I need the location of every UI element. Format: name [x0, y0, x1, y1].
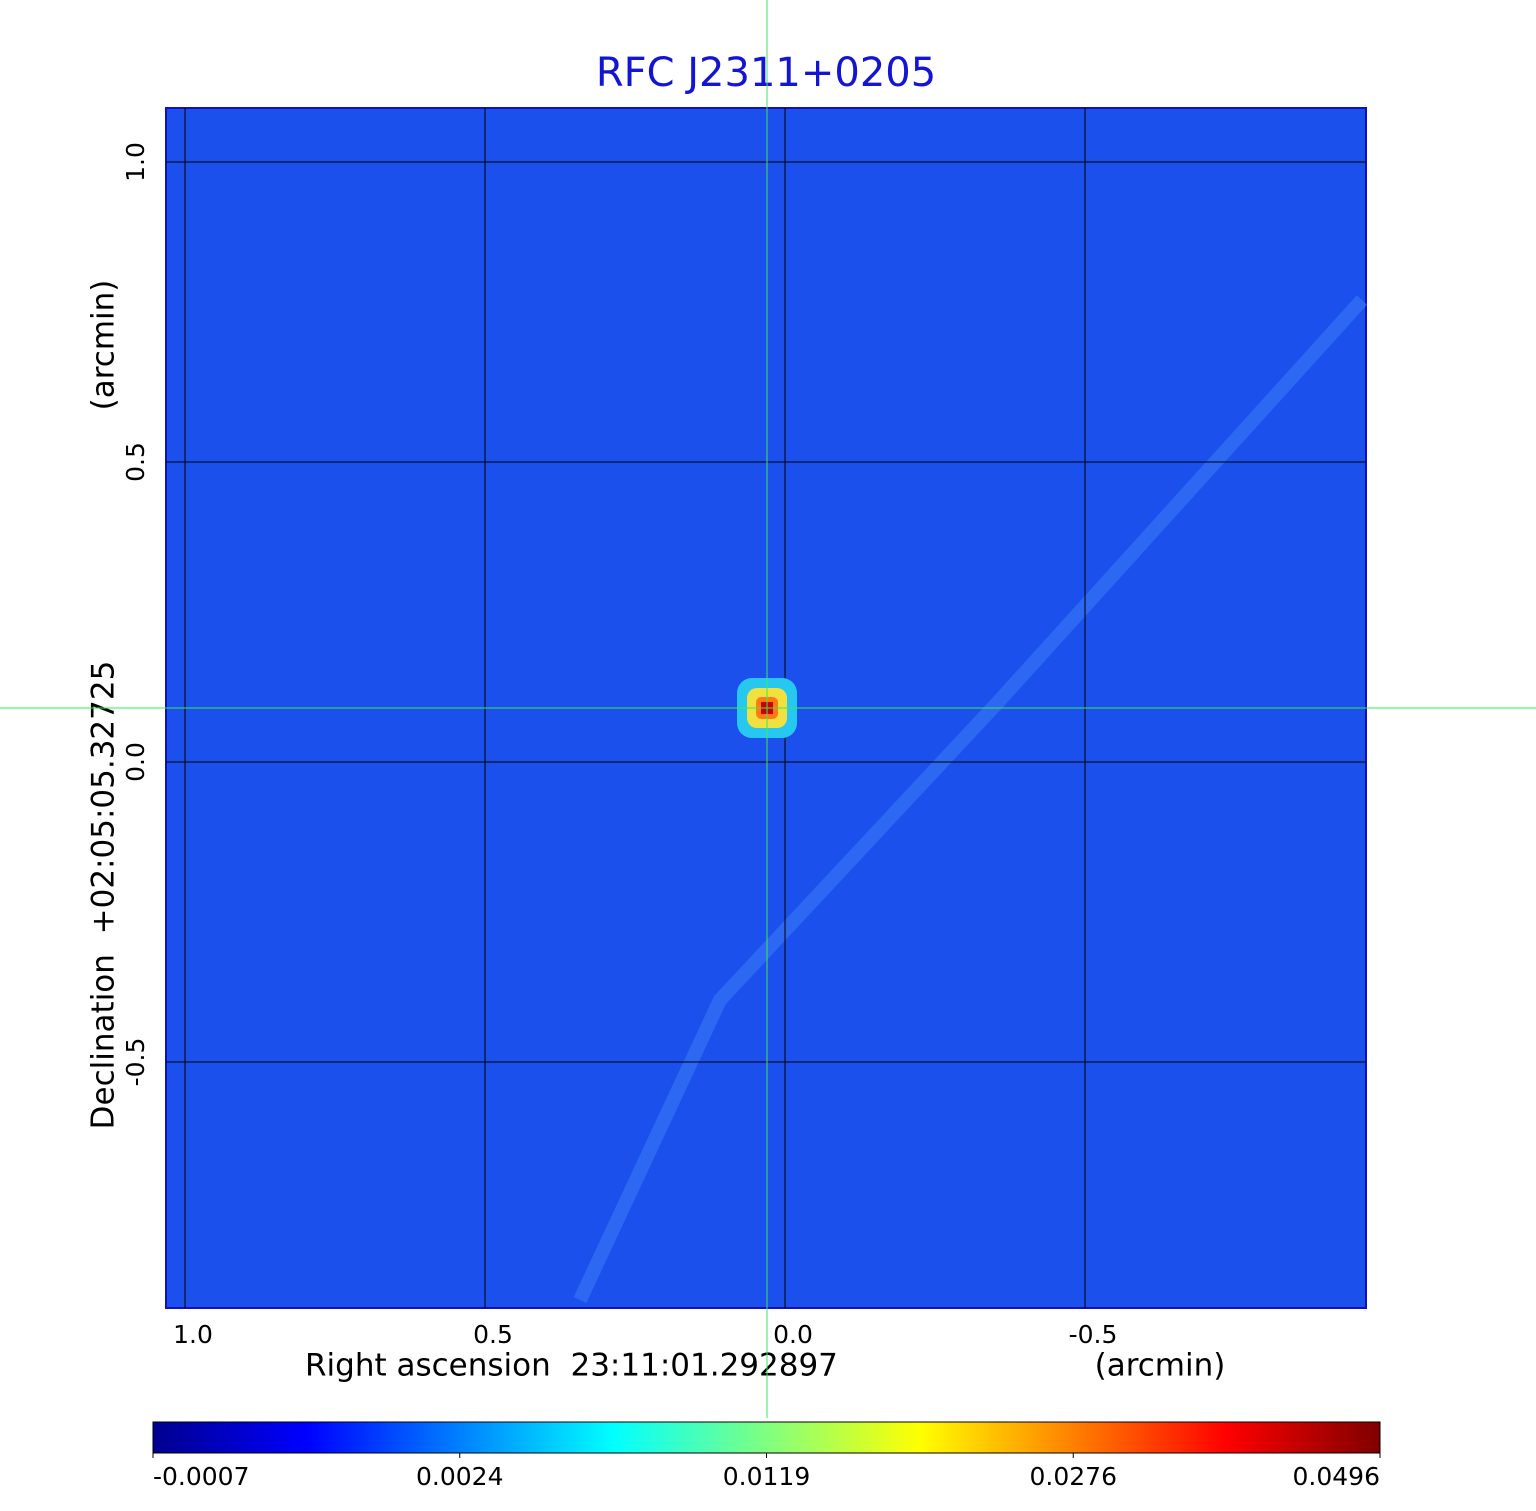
y-tick-label: -0.5: [121, 1038, 150, 1087]
colorbar-tick-label: 0.0024: [416, 1462, 503, 1491]
y-tick-label: 0.5: [121, 442, 150, 482]
x-tick-label: 1.0: [173, 1320, 213, 1349]
y-tick-label: 0.0: [121, 742, 150, 782]
colorbar-tick-label: 0.0276: [1030, 1462, 1117, 1491]
y-tick-label: 1.0: [121, 142, 150, 182]
y-axis-unit: (arcmin): [86, 280, 122, 411]
x-axis-label: Right ascension 23:11:01.292897: [305, 1348, 838, 1384]
chart-title: RFC J2311+0205: [596, 50, 936, 96]
colorbar-tick-label: -0.0007: [153, 1462, 250, 1491]
colorbar-tick-label: 0.0496: [1293, 1462, 1380, 1491]
x-tick-label: 0.0: [773, 1320, 813, 1349]
x-tick-label: 0.5: [473, 1320, 513, 1349]
sidelobe-streak: [573, 295, 1368, 1303]
colorbar: [152, 1421, 1381, 1454]
x-tick-label: -0.5: [1069, 1320, 1118, 1349]
colorbar-tick-label: 0.0119: [723, 1462, 810, 1491]
x-axis-unit: (arcmin): [1095, 1348, 1226, 1384]
y-axis-label: Declination +02:05:05.32725: [86, 661, 122, 1130]
